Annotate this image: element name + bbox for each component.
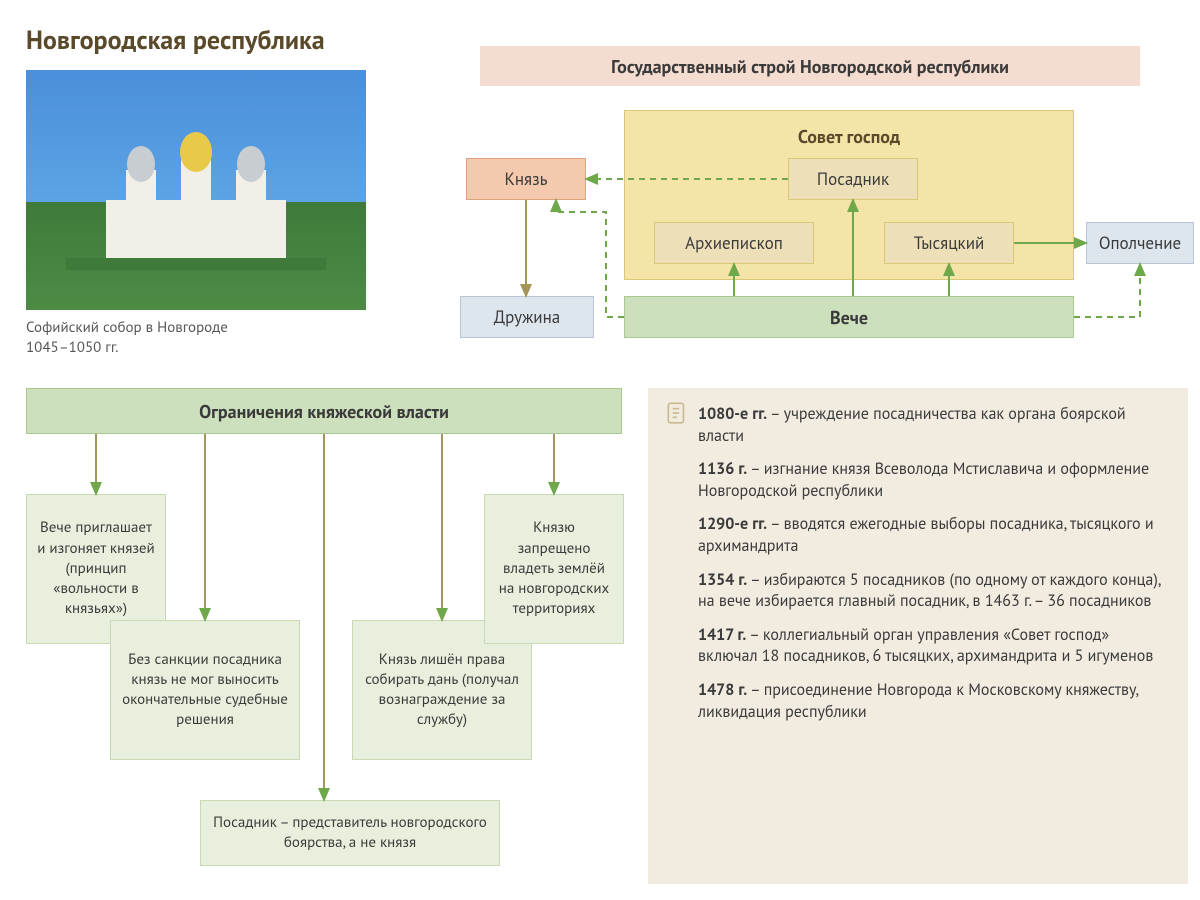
timeline-item-0: 1080-е гг. – учреждение посадничества ка… <box>698 404 1168 447</box>
timeline-item-3: 1354 г. – избираются 5 посадников (по од… <box>698 570 1168 613</box>
title-text: Новгородская республика <box>26 24 325 57</box>
timeline-item-1: 1136 г. – изгнание князя Всеволода Мстис… <box>698 459 1168 502</box>
node-posadnik-label: Посадник <box>817 168 889 190</box>
node-archbishop: Архиепископ <box>654 222 814 264</box>
scroll-icon <box>664 400 690 433</box>
limits-header: Ограничения княжеской власти <box>26 388 622 434</box>
node-posadnik: Посадник <box>788 158 918 200</box>
node-knyaz: Князь <box>466 158 586 200</box>
limit-box-2: Посадник – представитель новгородского б… <box>200 800 500 866</box>
node-veche: Вече <box>624 296 1074 338</box>
timeline-item-5: 1478 г. – присоединение Новгорода к Моск… <box>698 680 1168 723</box>
node-opolchenie: Ополчение <box>1086 222 1194 264</box>
cathedral-image <box>26 70 366 310</box>
image-caption: Софийский собор в Новгороде 1045–1050 гг… <box>26 318 228 357</box>
limits-header-text: Ограничения княжеской власти <box>199 400 449 423</box>
gov-structure-title: Государственный строй Новгородской респу… <box>480 46 1140 86</box>
limit-box-4: Князю запрещено владеть землёй на новгор… <box>484 494 624 644</box>
node-tysyatsky-label: Тысяцкий <box>914 232 985 254</box>
caption-line1: Софийский собор в Новгороде <box>26 318 228 337</box>
node-knyaz-label: Князь <box>504 168 547 190</box>
node-druzhina-label: Дружина <box>494 306 560 328</box>
timeline-items: 1080-е гг. – учреждение посадничества ка… <box>698 404 1168 723</box>
limit-box-1: Без санкции посадника князь не мог вынос… <box>110 620 300 760</box>
node-archbishop-label: Архиепископ <box>685 232 783 254</box>
node-opolchenie-label: Ополчение <box>1099 232 1181 254</box>
timeline-item-4: 1417 г. – коллегиальный орган управления… <box>698 625 1168 668</box>
timeline-panel: 1080-е гг. – учреждение посадничества ка… <box>648 388 1188 884</box>
council-label: Совет господ <box>624 122 1074 150</box>
gov-title-text: Государственный строй Новгородской респу… <box>611 55 1009 78</box>
cathedral-svg <box>66 110 326 270</box>
page-title: Новгородская республика <box>26 24 325 57</box>
caption-line2: 1045–1050 гг. <box>26 338 118 357</box>
timeline-item-2: 1290-е гг. – вводятся ежегодные выборы п… <box>698 514 1168 557</box>
node-druzhina: Дружина <box>460 296 594 338</box>
council-label-text: Совет господ <box>798 125 900 148</box>
node-tysyatsky: Тысяцкий <box>884 222 1014 264</box>
node-veche-label: Вече <box>830 306 868 329</box>
